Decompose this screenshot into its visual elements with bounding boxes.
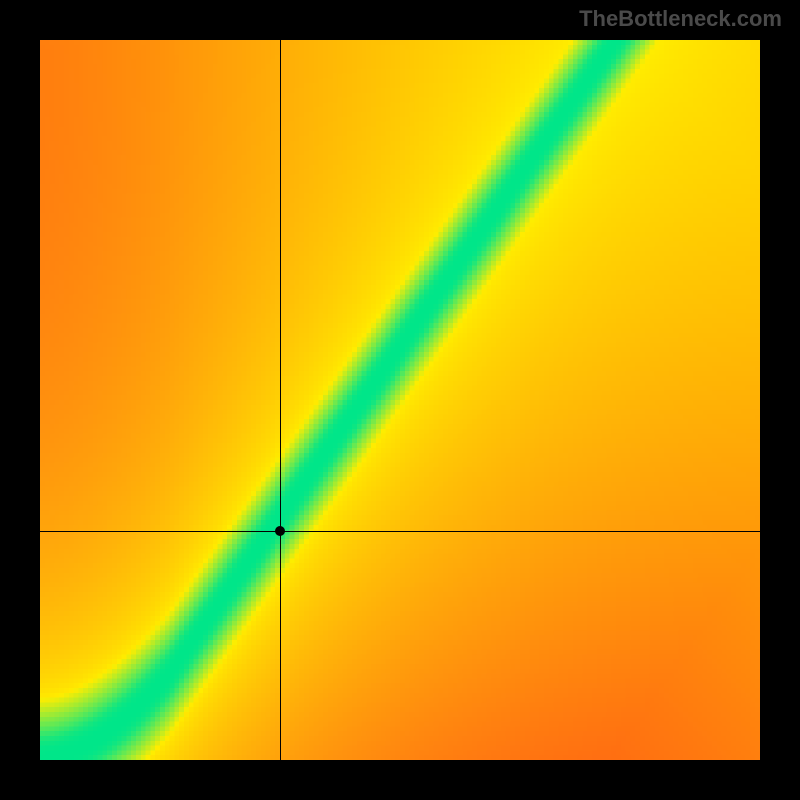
crosshair-vertical [280,40,281,760]
marker-point [275,526,285,536]
crosshair-horizontal [40,531,760,532]
heatmap-plot [40,40,760,760]
watermark-text: TheBottleneck.com [579,6,782,32]
heatmap-canvas [40,40,760,760]
